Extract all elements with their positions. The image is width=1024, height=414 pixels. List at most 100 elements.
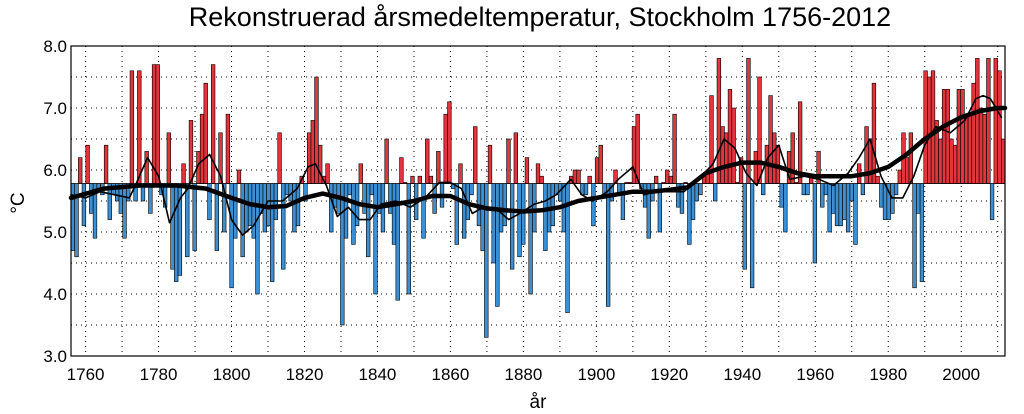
bar-2006 [993,58,998,184]
bar-1967 [849,183,854,202]
bar-1851 [421,183,426,239]
bar-1848 [410,175,415,184]
bar-1980 [897,169,902,184]
bar-1901 [605,183,611,307]
bar-1777 [148,183,153,214]
bar-1877 [517,183,522,258]
bar-1954 [801,183,806,196]
bar-1812 [277,132,282,184]
bar-1789 [192,183,197,251]
bar-1842 [388,183,393,214]
bar-1983 [908,132,914,184]
x-tick-label: 1900 [577,365,615,384]
bar-1805 [251,183,256,239]
bar-1776 [144,151,149,184]
bar-1999 [967,113,973,184]
bar-1943 [761,183,766,196]
bar-1782 [166,132,171,184]
bar-1835 [362,183,367,214]
bar-1761 [89,183,94,214]
bar-1895 [583,183,589,196]
x-tick-label: 1760 [67,365,105,384]
bar-1809 [266,183,271,227]
bar-1982 [905,157,910,184]
bar-1979 [893,183,899,196]
bar-1985 [916,183,921,214]
x-tick-label: 1980 [869,365,907,384]
bar-1919 [672,113,677,184]
bar-1845 [399,157,404,184]
bar-1955 [805,183,810,196]
bar-1961 [827,183,832,233]
bar-1841 [384,138,389,184]
bar-1869 [487,144,493,184]
smoothed-lines [68,94,1008,236]
x-tick-label: 1960 [796,365,834,384]
bar-1968 [853,183,858,245]
bar-1873 [502,183,507,227]
x-tick-labels: 1760 1780 1800 1820 1840 1860 1880 1900 1920 1940… [67,365,980,384]
y-tick-label: 3.0 [43,347,67,366]
bar-1802 [240,183,245,258]
bar-1852 [425,138,430,184]
bar-1770 [122,183,127,239]
bar-1829 [340,183,345,326]
bar-1896 [587,175,592,184]
bar-1825 [325,163,330,184]
smooth-line-thin [70,94,1003,236]
bar-1867 [480,183,485,251]
bar-1881 [532,183,537,233]
bar-1810 [270,183,275,282]
bar-1787 [185,183,190,258]
bar-1821 [310,120,315,184]
bar-1932 [720,126,725,184]
bar-1909 [635,113,640,184]
bar-1876 [513,132,518,184]
bar-1857 [443,113,448,184]
bar-1940 [749,183,755,289]
bar-1996 [956,89,962,184]
bar-1884 [543,183,548,251]
bar-1772 [129,70,135,184]
bar-1838 [373,183,378,295]
bar-1945 [768,95,773,184]
bar-1826 [329,183,334,233]
bar-1924 [690,183,696,220]
bar-1861 [458,163,463,184]
bar-1784 [174,183,179,282]
y-axis-label: °C [8,192,29,213]
bar-1925 [694,183,699,202]
bar-1992 [941,89,947,184]
y-tick-label: 4.0 [43,285,67,304]
bar-1897 [591,183,596,227]
bar-1865 [473,126,478,184]
bar-1814 [284,183,290,196]
y-tick-label: 8.0 [43,37,67,56]
x-tick-label: 1800 [213,365,251,384]
bar-1892 [572,169,578,184]
bar-1970 [860,183,866,196]
bar-1959 [820,183,825,208]
bar-1899 [598,144,603,184]
bar-1898 [594,157,600,184]
bar-1870 [491,183,496,264]
bar-1957 [812,183,818,264]
bar-1986 [919,183,925,282]
bar-1883 [539,175,544,184]
bar-1786 [181,163,186,184]
bar-1962 [831,183,836,214]
bar-1864 [469,183,474,196]
bar-1946 [772,132,777,184]
bar-1875 [510,183,515,270]
x-tick-label: 1780 [140,365,178,384]
bar-1760 [85,144,90,184]
bar-1779 [155,64,160,184]
bar-1791 [199,113,205,184]
bar-1837 [369,183,375,196]
bar-1886 [550,183,555,227]
bar-1853 [428,175,434,184]
bar-1941 [753,151,758,184]
bar-1984 [912,183,917,289]
bar-1918 [668,175,674,184]
